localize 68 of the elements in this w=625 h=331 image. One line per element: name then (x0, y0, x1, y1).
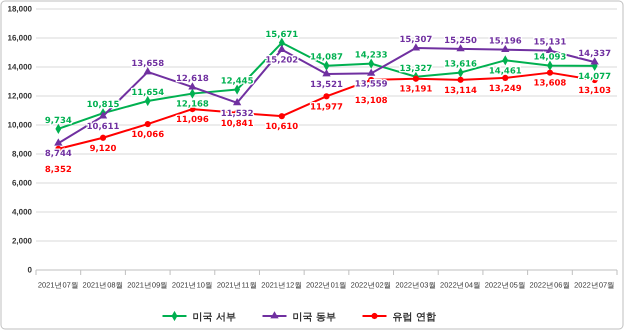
data-label: 10,841 (220, 118, 254, 129)
y-tick-label: 16,000 (8, 34, 33, 43)
data-label: 14,093 (534, 52, 566, 63)
data-label: 10,611 (86, 122, 120, 132)
point (590, 57, 599, 65)
data-label: 14,233 (354, 50, 388, 61)
data-label: 10,610 (265, 122, 298, 132)
point (278, 44, 286, 52)
y-tick-label: 4,000 (12, 208, 33, 217)
data-label: 10,066 (131, 130, 164, 140)
data-label: 14,077 (578, 72, 612, 82)
data-label: 13,658 (131, 58, 164, 69)
legend-label: 유럽 연합 (392, 312, 436, 323)
data-label: 13,191 (399, 84, 432, 95)
data-label: 14,337 (578, 49, 612, 60)
data-label: 9,734 (44, 116, 72, 126)
y-tick-label: 8,000 (12, 150, 33, 159)
point (502, 74, 508, 81)
point (412, 43, 420, 50)
point (144, 67, 152, 74)
data-label: 14,087 (310, 52, 343, 63)
point (100, 134, 106, 141)
point (323, 93, 330, 100)
point (188, 82, 197, 90)
point (412, 76, 419, 82)
data-label: 13,103 (578, 86, 612, 96)
point (232, 98, 242, 106)
data-label: 15,307 (399, 35, 432, 46)
data-label: 13,608 (534, 78, 566, 89)
point (98, 111, 108, 119)
point (501, 44, 510, 52)
point (278, 113, 285, 120)
point (546, 70, 554, 76)
data-label: 11,096 (176, 115, 209, 126)
point (322, 69, 331, 76)
y-tick-label: 14,000 (8, 62, 33, 72)
data-label: 9,120 (90, 144, 117, 154)
data-label: 13,521 (310, 80, 343, 90)
point (54, 138, 63, 146)
data-label: 12,168 (176, 100, 209, 110)
data-label: 15,196 (488, 36, 522, 47)
y-tick-label: 10,000 (8, 120, 33, 130)
point (367, 68, 376, 76)
data-label: 8,352 (44, 164, 72, 175)
data-label: 13,327 (399, 64, 432, 74)
data-label: 12,618 (176, 74, 209, 84)
y-tick-label: 6,000 (12, 178, 33, 188)
data-label: 11,977 (310, 102, 343, 112)
y-tick-label: 0 (28, 266, 33, 275)
data-label: 11,654 (131, 88, 164, 98)
data-label: 13,559 (354, 79, 388, 90)
data-label: 8,744 (44, 149, 72, 160)
point (457, 76, 464, 83)
data-label: 15,671 (265, 30, 298, 40)
data-label: 15,131 (534, 38, 566, 48)
y-tick-label: 2,000 (12, 236, 33, 246)
legend-label: 미국 서부 (192, 312, 236, 323)
data-label: 13,114 (444, 86, 478, 96)
point (144, 120, 151, 128)
data-label: 15,250 (444, 36, 478, 46)
data-label: 14,461 (488, 66, 522, 76)
point (456, 44, 465, 52)
data-label: 13,616 (444, 60, 478, 70)
y-tick-label: 18,000 (8, 4, 33, 14)
data-label: 13,249 (488, 84, 522, 94)
y-tick-label: 12,000 (8, 92, 33, 101)
data-label: 13,108 (354, 96, 388, 106)
legend-label: 미국 동부 (292, 312, 336, 323)
